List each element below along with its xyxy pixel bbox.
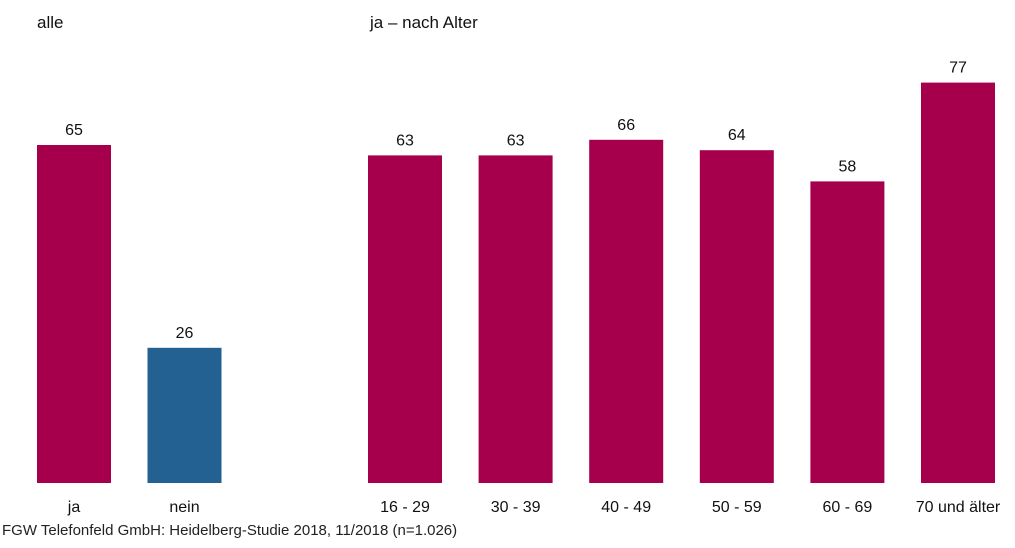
tick-label-1-0: 16 - 29 (380, 499, 430, 516)
tick-label-1-3: 50 - 59 (712, 499, 762, 516)
value-label-0-0: 65 (65, 122, 83, 139)
bar-1-1 (478, 155, 553, 483)
tick-label-1-2: 40 - 49 (601, 499, 651, 516)
tick-label-1-1: 30 - 39 (491, 499, 541, 516)
bar-1-0 (368, 155, 442, 483)
value-label-1-1: 63 (507, 132, 525, 149)
panel-title-all: alle (37, 13, 63, 32)
value-label-0-1: 26 (176, 325, 194, 342)
value-label-1-2: 66 (617, 117, 635, 134)
bars-layer: 65 ja 26 nein 63 16 - 29 63 30 - 39 66 40 - 49 64 5… (37, 60, 1001, 516)
bar-0-0 (37, 145, 111, 483)
tick-label-1-4: 60 - 69 (822, 499, 872, 516)
tick-label-0-1: nein (169, 499, 199, 516)
value-label-1-0: 63 (396, 132, 414, 149)
bar-0-1 (147, 347, 222, 483)
value-label-1-3: 64 (728, 127, 746, 144)
value-label-1-5: 77 (949, 60, 967, 77)
bar-1-5 (921, 82, 995, 483)
panel-title-by-age: ja – nach Alter (369, 13, 478, 32)
bar-1-3 (699, 150, 774, 483)
value-label-1-4: 58 (839, 158, 857, 175)
bar-1-2 (589, 139, 664, 484)
source-note: FGW Telefonfeld GmbH: Heidelberg-Studie … (2, 522, 458, 539)
tick-label-0-0: ja (67, 499, 81, 516)
bar-1-4 (810, 181, 885, 483)
tick-label-1-5: 70 und älter (916, 499, 1001, 516)
